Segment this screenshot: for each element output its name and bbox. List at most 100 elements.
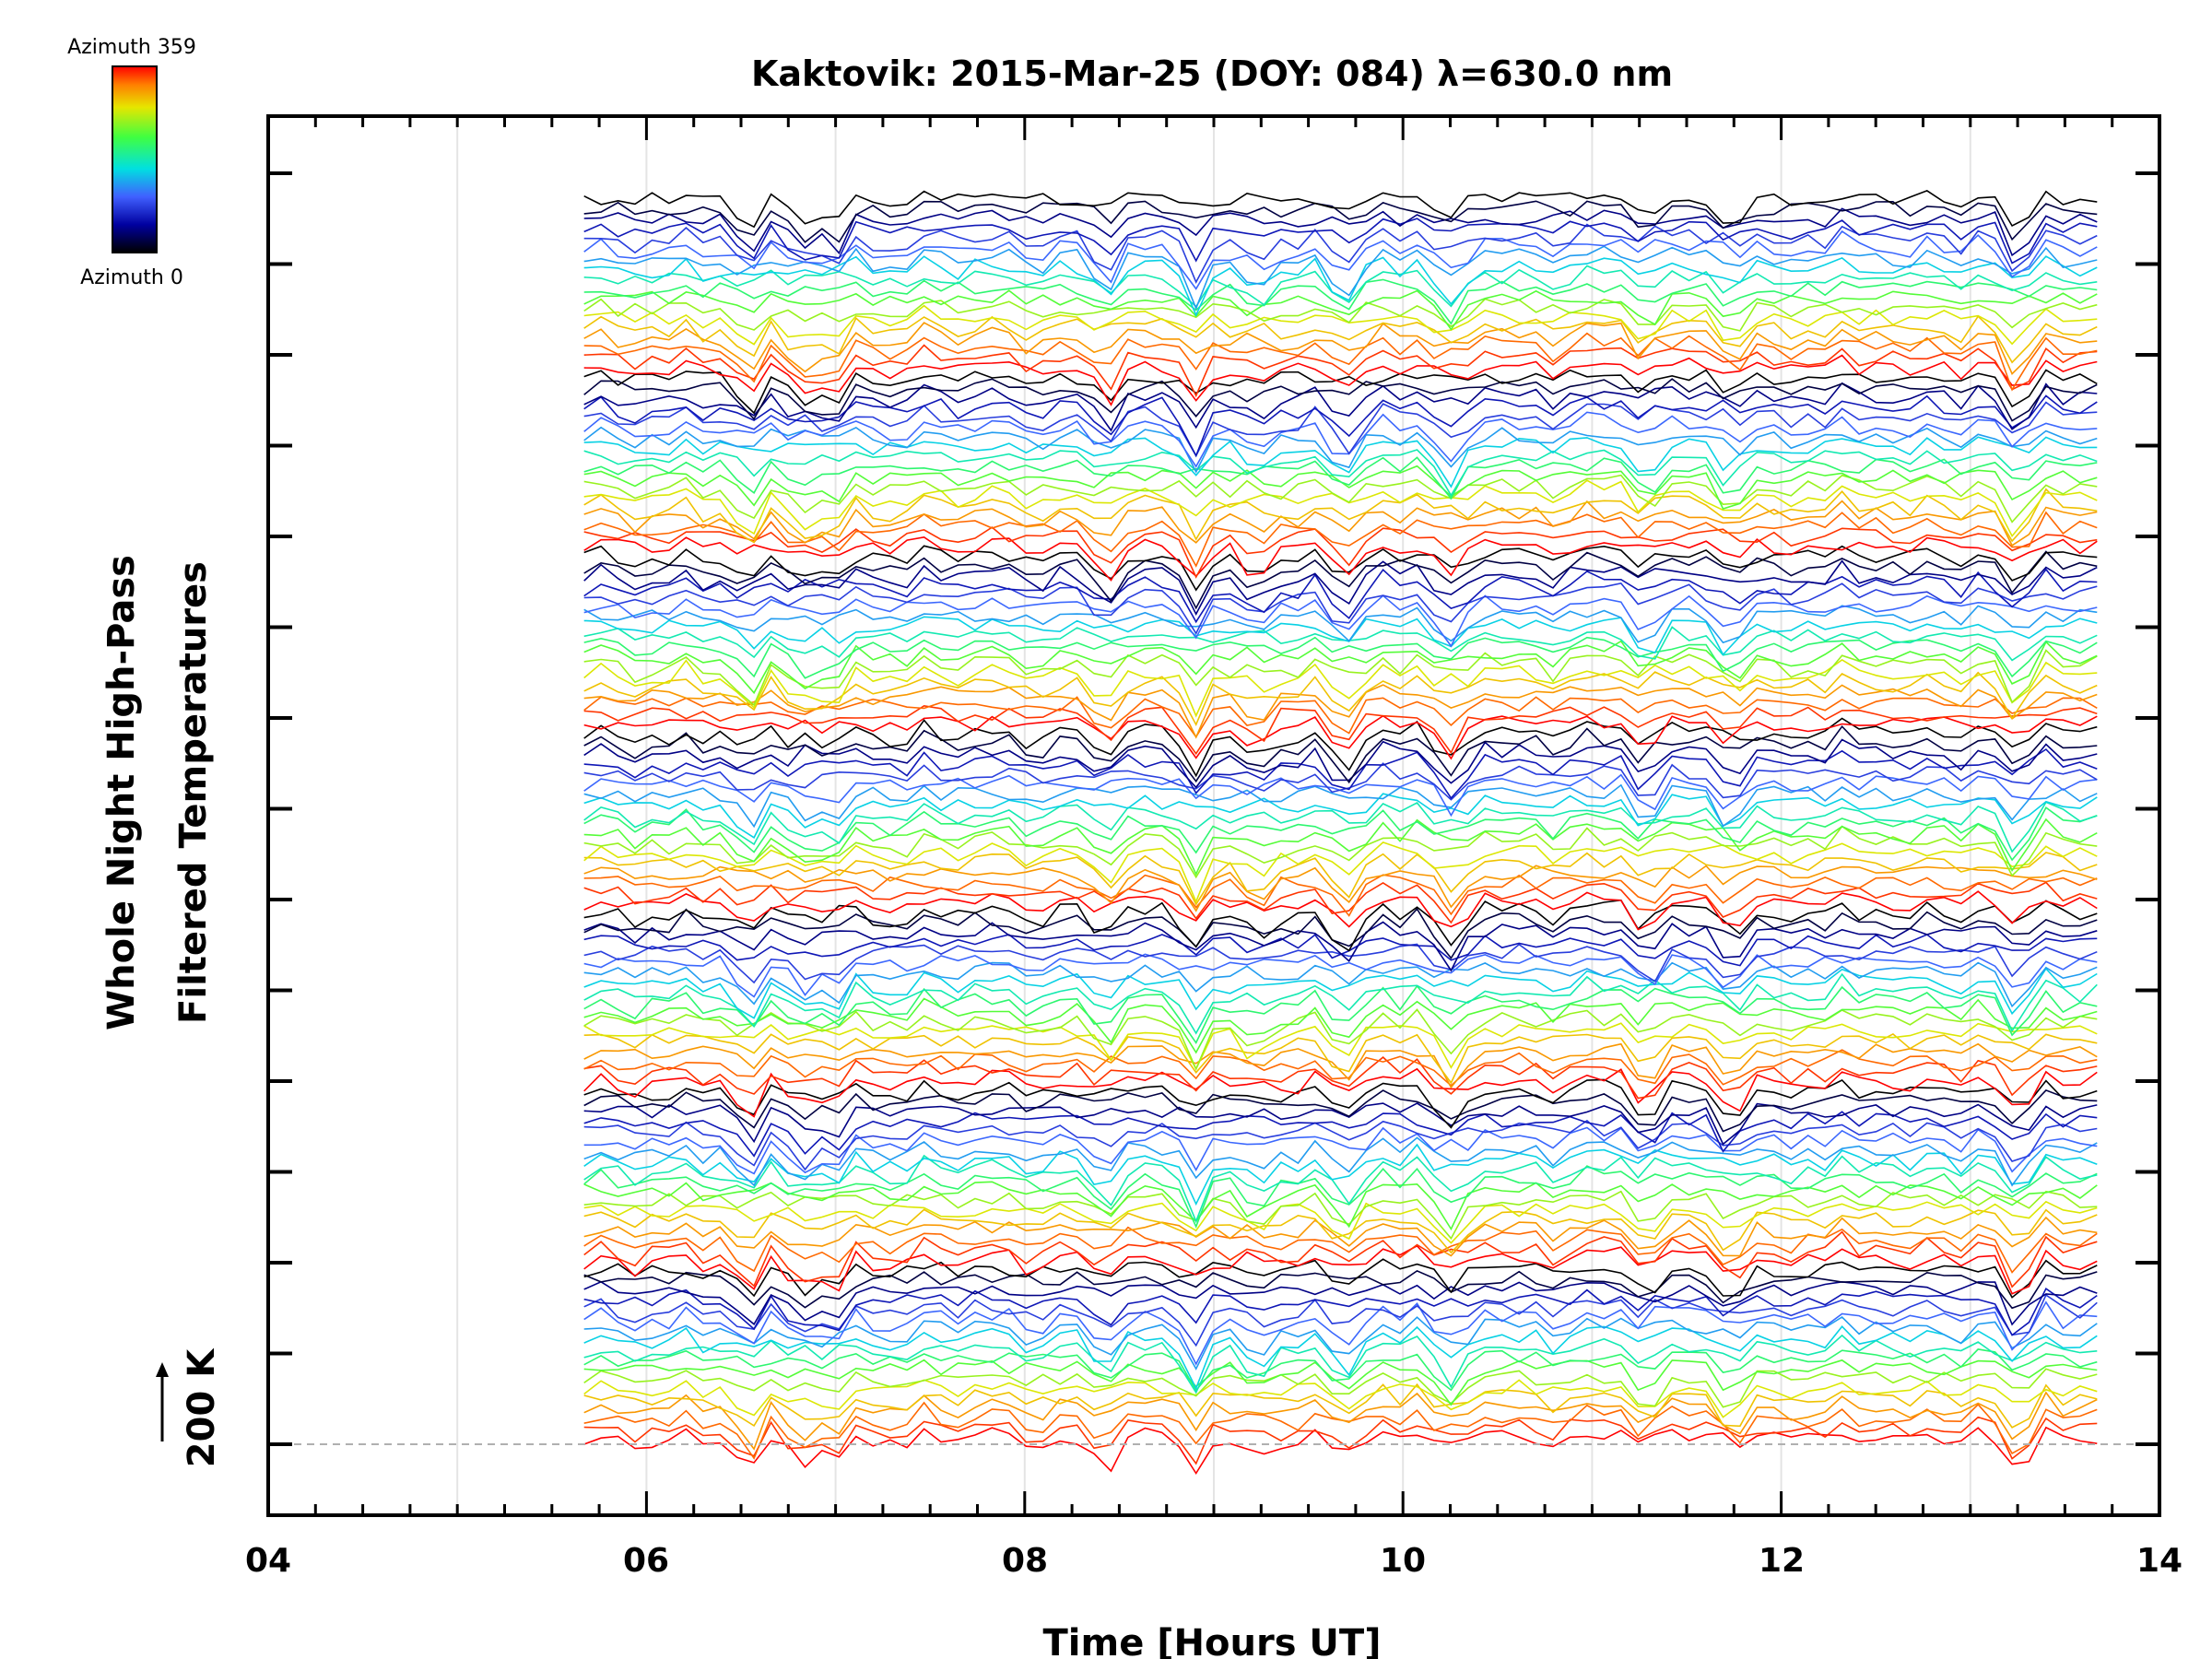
series-line — [583, 265, 2098, 308]
x-tick-label: 06 — [623, 1542, 669, 1580]
series-line — [583, 1426, 2098, 1476]
series-line — [583, 1416, 2098, 1465]
series-line — [583, 717, 2098, 778]
series-line — [583, 874, 2098, 917]
x-tick-labels: 04 06 08 10 12 14 — [245, 1542, 2183, 1580]
series-line — [583, 738, 2098, 789]
x-tick-label: 04 — [245, 1542, 291, 1580]
series-line — [583, 1368, 2098, 1408]
series-line — [583, 783, 2098, 829]
series-line — [583, 984, 2098, 1044]
series-line — [583, 1165, 2098, 1229]
series-line — [583, 304, 2098, 346]
series-line — [583, 1078, 2098, 1129]
series-line — [583, 961, 2098, 1008]
series-line — [583, 190, 2098, 229]
series-line — [583, 934, 2098, 967]
series-line — [583, 1190, 2098, 1241]
series-line — [583, 714, 2098, 760]
series-line — [583, 921, 2098, 972]
chart-title: Kaktovik: 2015-Mar-25 (DOY: 084) λ=630.0… — [751, 53, 1673, 94]
series-line — [583, 436, 2098, 488]
series-line — [583, 1022, 2098, 1071]
series-line — [583, 659, 2098, 718]
x-tick-label: 10 — [1380, 1542, 1426, 1580]
series-line — [583, 594, 2098, 648]
colorbar-bottom-label: Azimuth 0 — [80, 266, 183, 289]
y-axis-label: Whole Night High-Pass Filtered Temperatu… — [100, 555, 215, 1030]
series-line — [583, 474, 2098, 524]
series-line — [583, 289, 2098, 331]
series-line — [583, 899, 2098, 952]
series-line — [583, 704, 2098, 756]
series-line — [583, 1008, 2098, 1071]
series-line — [583, 1032, 2098, 1085]
series-line — [583, 369, 2098, 415]
series-line — [583, 1348, 2098, 1392]
series-line — [583, 500, 2098, 547]
y-axis-label-line2: Filtered Temperatures — [172, 561, 215, 1024]
series-line — [583, 200, 2098, 243]
series-line — [583, 582, 2098, 635]
series-line — [583, 1288, 2098, 1336]
series-line — [583, 841, 2098, 904]
series-line — [583, 1056, 2098, 1100]
series-line — [583, 1067, 2098, 1118]
series-line — [583, 818, 2098, 877]
colorbar-top-label: Azimuth 359 — [67, 36, 196, 59]
series-line — [583, 229, 2098, 290]
series-line — [583, 1042, 2098, 1089]
x-tick-label: 08 — [1002, 1542, 1048, 1580]
series-line — [583, 1359, 2098, 1406]
series-line — [583, 640, 2098, 695]
scale-bar-arrow-icon — [156, 1362, 169, 1377]
series-line — [583, 1200, 2098, 1244]
series-line — [583, 806, 2098, 862]
series-line — [583, 545, 2098, 592]
series-line — [583, 865, 2098, 912]
series-line — [583, 401, 2098, 458]
series-line — [583, 278, 2098, 325]
series-line — [583, 881, 2098, 924]
series-line — [583, 245, 2098, 311]
series-line — [583, 218, 2098, 265]
series-line — [583, 511, 2098, 568]
series-line — [583, 1049, 2098, 1087]
series-line — [583, 1324, 2098, 1391]
series-line — [583, 1088, 2098, 1133]
series-line — [583, 1293, 2098, 1347]
series-line — [583, 762, 2098, 801]
series-line — [583, 1244, 2098, 1295]
series-line — [583, 465, 2098, 510]
series-line — [583, 1300, 2098, 1366]
series-line — [583, 953, 2098, 998]
series-line — [583, 449, 2098, 497]
series-line — [583, 332, 2098, 392]
series-line — [583, 550, 2098, 610]
series-line — [583, 852, 2098, 906]
series-line — [583, 1181, 2098, 1231]
series-line — [583, 1269, 2098, 1310]
series-line — [583, 793, 2098, 839]
series-line — [583, 394, 2098, 458]
series-line — [583, 1315, 2098, 1371]
series-line — [583, 1154, 2098, 1224]
series-line — [583, 616, 2098, 656]
series-line — [583, 907, 2098, 959]
series-line — [583, 1216, 2098, 1257]
series-line — [583, 1119, 2098, 1171]
series-line — [583, 1226, 2098, 1274]
series-line — [583, 1126, 2098, 1175]
series-line — [583, 649, 2098, 707]
x-tick-label: 14 — [2136, 1542, 2183, 1580]
series-line — [583, 1334, 2098, 1394]
series-line — [583, 684, 2098, 739]
series-line — [583, 997, 2098, 1054]
series-line — [583, 1258, 2098, 1299]
series-line — [583, 1379, 2098, 1418]
series-line — [583, 1382, 2098, 1429]
series-line — [583, 1208, 2098, 1254]
colorbar: Azimuth 359 Azimuth 0 — [67, 36, 196, 289]
series-line — [583, 255, 2098, 317]
series-line — [583, 488, 2098, 544]
